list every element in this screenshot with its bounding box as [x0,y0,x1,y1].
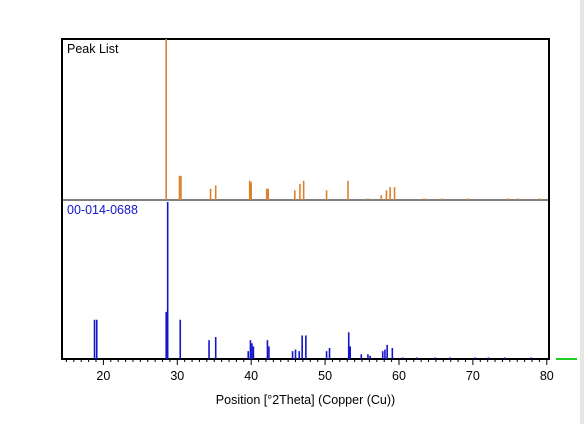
reference-pattern-label: 00-014-0688 [67,203,138,217]
window-edge [580,0,584,424]
peak-list-label: Peak List [67,42,119,56]
peaks-layer [93,39,541,359]
x-tick-label-40: 40 [244,369,258,383]
panels-layer: Peak List 00-014-0688 [61,38,550,360]
x-axis: 20 30 40 50 60 70 80 [65,359,554,383]
x-tick-label-60: 60 [392,369,406,383]
x-tick-label-20: 20 [96,369,110,383]
x-tick-label-30: 30 [170,369,184,383]
x-tick-label-70: 70 [466,369,480,383]
x-tick-label-50: 50 [318,369,332,383]
x-tick-label-80: 80 [540,369,554,383]
x-axis-label: Position [°2Theta] (Copper (Cu)) [216,393,395,407]
plot-frame [61,38,550,360]
